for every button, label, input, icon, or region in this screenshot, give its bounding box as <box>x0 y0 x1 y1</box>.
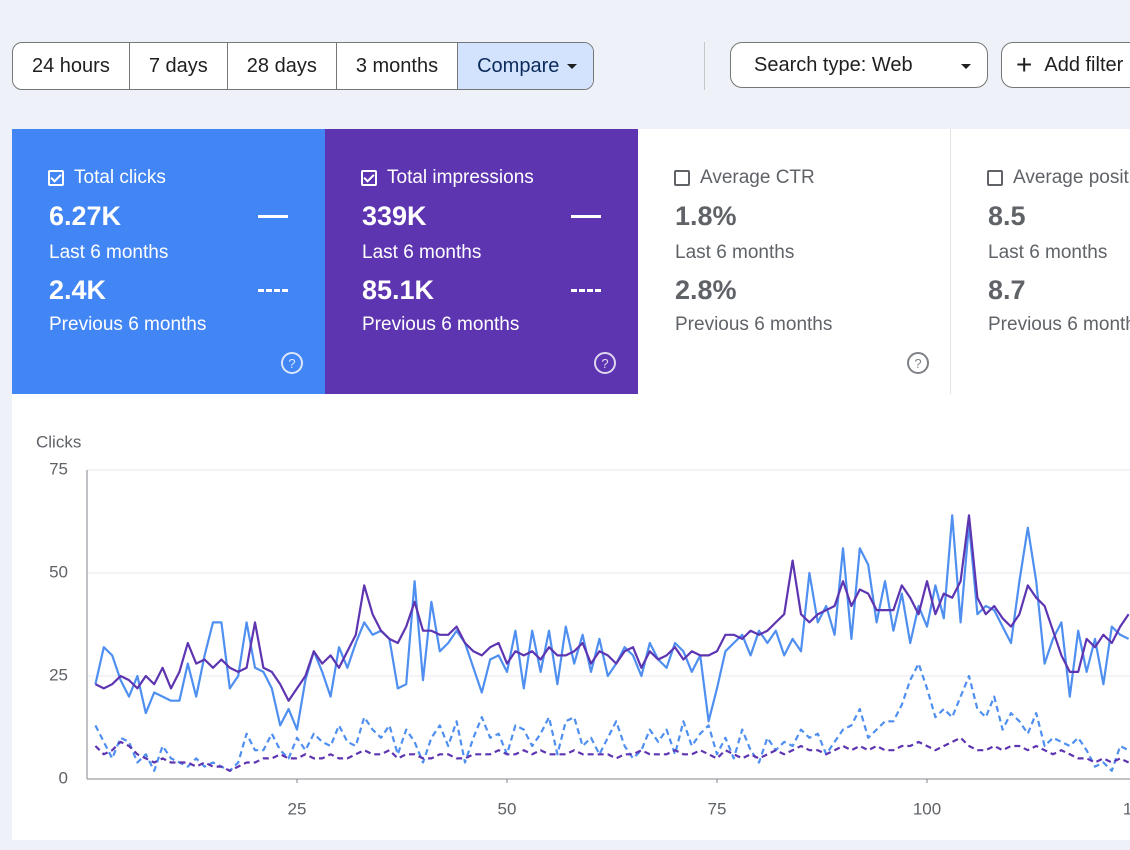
y-tick-label: 0 <box>59 768 68 787</box>
metric-card[interactable]: Average CTR 1.8% Last 6 months 2.8% Previous… <box>638 129 951 394</box>
add-filter-button[interactable]: + Add filter <box>1001 42 1130 88</box>
y-axis-label: Clicks <box>36 432 81 451</box>
metric-label: Average CTR <box>700 167 815 188</box>
previous-period-line <box>94 736 1130 772</box>
range-button[interactable]: 28 days <box>228 43 337 89</box>
checkbox[interactable] <box>987 170 1003 186</box>
checkbox[interactable] <box>674 170 690 186</box>
add-filter-label: Add filter <box>1044 53 1124 76</box>
previous-period-label: Previous 6 months <box>988 314 1130 335</box>
x-tick-label: 100 <box>913 799 941 818</box>
previous-period-label: Previous 6 months <box>362 314 520 335</box>
y-tick-label: 25 <box>49 665 68 684</box>
metric-value: 339K <box>362 201 427 231</box>
y-tick-label: 50 <box>49 562 68 581</box>
period-label: Last 6 months <box>675 242 795 263</box>
previous-value: 2.4K <box>49 275 107 305</box>
metric-toggle[interactable]: Average CTR <box>674 167 815 189</box>
metric-toggle[interactable]: Total clicks <box>48 167 166 189</box>
current-period-line <box>94 514 1130 731</box>
plus-icon: + <box>1016 49 1033 80</box>
metric-cards: Total clicks 6.27K Last 6 months 2.4K Previo… <box>12 129 1130 394</box>
search-type-button[interactable]: Search type: Web <box>730 42 988 88</box>
previous-line-icon <box>258 289 288 292</box>
metric-value: 6.27K <box>49 201 122 231</box>
metric-card[interactable]: Total clicks 6.27K Last 6 months 2.4K Previo… <box>12 129 325 394</box>
help-icon[interactable]: ? <box>281 352 303 374</box>
previous-period-label: Previous 6 months <box>675 314 833 335</box>
period-label: Last 6 months <box>988 242 1108 263</box>
x-tick-label: 25 <box>288 799 307 818</box>
date-range-selector: 24 hours 7 days 28 days 3 months Compare <box>12 42 595 90</box>
compare-button[interactable]: Compare <box>458 43 594 89</box>
chart-panel: Clicks 0 25 50 75 25 50 75 100 125 <box>12 394 1130 840</box>
metric-label: Total impressions <box>387 167 534 188</box>
previous-value: 85.1K <box>362 275 435 305</box>
checkbox[interactable] <box>48 170 64 186</box>
metric-value: 1.8% <box>675 201 737 231</box>
previous-period-line <box>94 662 1130 772</box>
x-tick-label: 125 <box>1123 799 1130 818</box>
metric-label: Average position <box>1013 167 1130 188</box>
metric-toggle[interactable]: Average position <box>987 167 1130 189</box>
period-label: Last 6 months <box>49 242 169 263</box>
previous-value: 2.8% <box>675 275 737 305</box>
x-tick-label: 75 <box>708 799 727 818</box>
search-type-label: Search type: Web <box>754 53 913 76</box>
current-period-line <box>94 514 1130 702</box>
range-button[interactable]: 3 months <box>337 43 459 89</box>
help-icon[interactable]: ? <box>594 352 616 374</box>
help-icon[interactable]: ? <box>907 352 929 374</box>
range-button[interactable]: 7 days <box>130 43 228 89</box>
period-label: Last 6 months <box>362 242 482 263</box>
previous-period-label: Previous 6 months <box>49 314 207 335</box>
x-tick-label: 50 <box>498 799 517 818</box>
previous-value: 8.7 <box>988 275 1026 305</box>
previous-line-icon <box>571 289 601 292</box>
chart: Clicks 0 25 50 75 25 50 75 100 125 <box>36 432 1130 818</box>
checkbox[interactable] <box>361 170 377 186</box>
current-line-icon <box>258 215 288 218</box>
y-tick-label: 75 <box>49 459 68 478</box>
metric-card[interactable]: Total impressions 339K Last 6 months 85.1K P… <box>325 129 638 394</box>
metric-card[interactable]: Average position 8.5 Last 6 months 8.7 Previ… <box>951 129 1130 394</box>
metric-label: Total clicks <box>74 167 166 188</box>
metric-toggle[interactable]: Total impressions <box>361 167 534 189</box>
current-line-icon <box>571 215 601 218</box>
metric-value: 8.5 <box>988 201 1026 231</box>
range-button[interactable]: 24 hours <box>13 43 130 89</box>
separator <box>704 42 705 90</box>
